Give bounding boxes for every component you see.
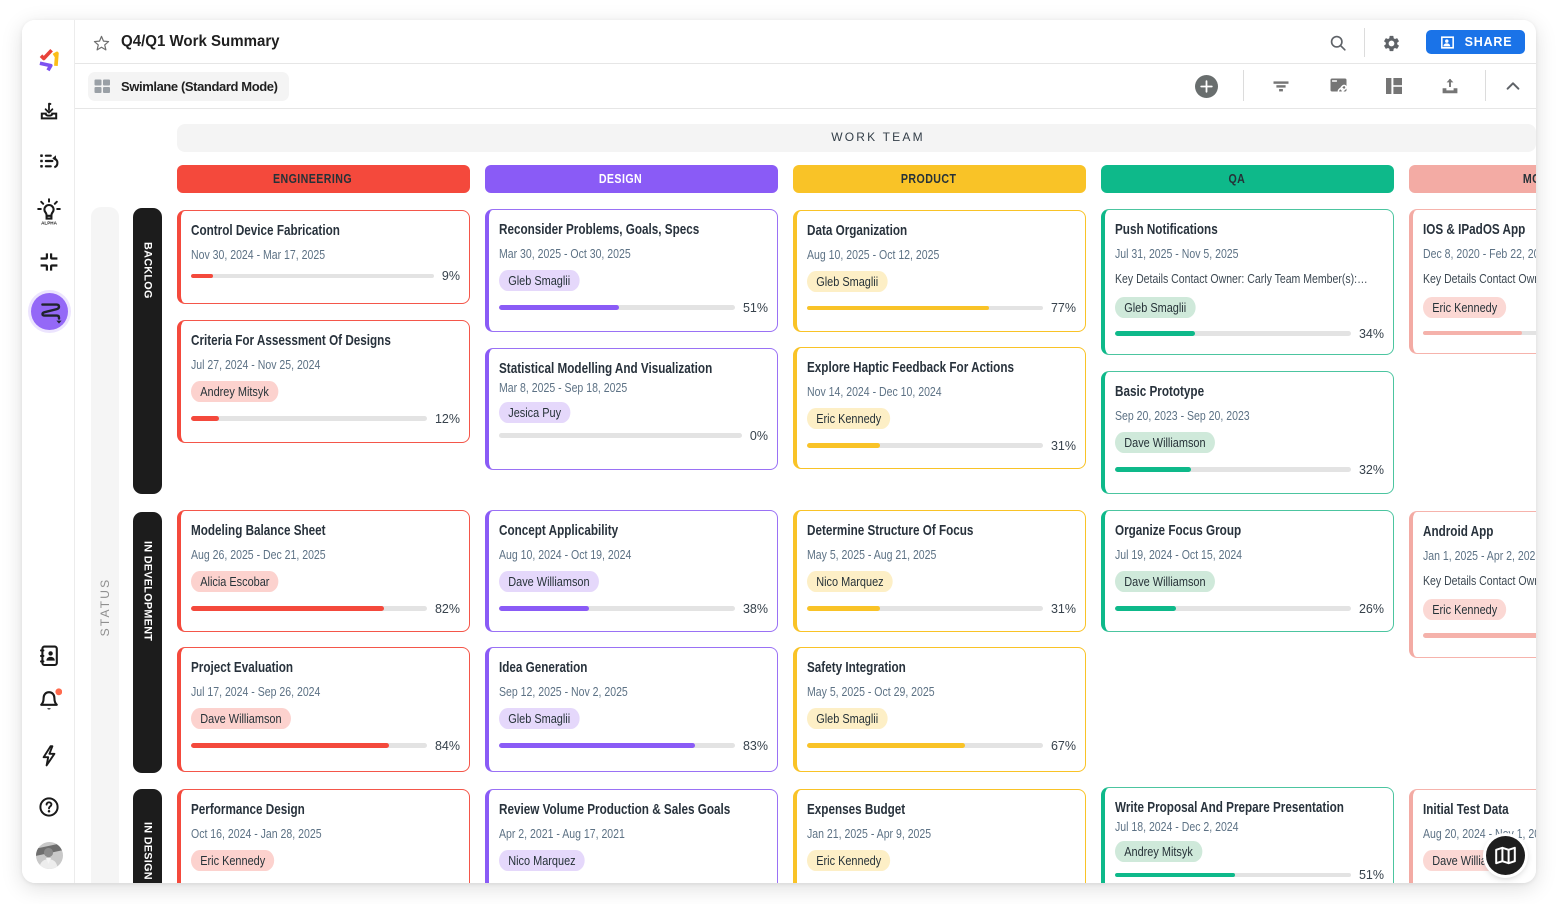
svg-text:ALPHA: ALPHA — [41, 221, 58, 226]
